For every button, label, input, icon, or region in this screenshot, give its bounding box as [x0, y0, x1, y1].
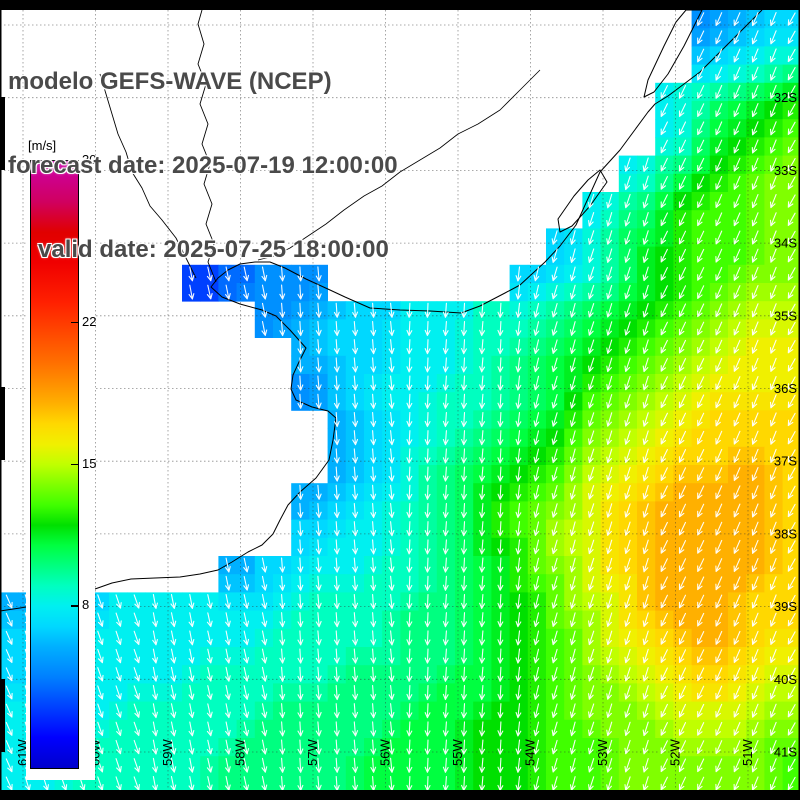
lat-label: 35S — [774, 308, 797, 323]
lon-label: 52W — [668, 739, 683, 766]
lon-label: 51W — [740, 739, 755, 766]
colorbar-tick-label: 8 — [82, 597, 90, 613]
lat-label: 33S — [774, 163, 797, 178]
title-valid-date: valid date: 2025-07-25 18:00:00 — [38, 236, 389, 263]
lat-label: 37S — [774, 454, 797, 469]
lon-label: 58W — [233, 739, 248, 766]
lon-label: 55W — [450, 739, 465, 766]
lon-label: 56W — [378, 739, 393, 766]
frame-tick-segment — [0, 387, 5, 460]
colorbar-tick-label: 15 — [82, 455, 97, 471]
frame-tick-segment — [0, 679, 5, 752]
lon-label: 57W — [305, 739, 320, 766]
lat-label: 39S — [774, 599, 797, 614]
lat-label: 40S — [774, 672, 797, 687]
lon-label: 59W — [160, 739, 175, 766]
frame-bottom-bar — [0, 790, 800, 800]
lat-label: 32S — [774, 90, 797, 105]
lat-label: 36S — [774, 381, 797, 396]
header: modelo GEFS-WAVE (NCEP) forecast date: 2… — [8, 12, 398, 320]
frame-tick-segment — [0, 97, 5, 170]
lon-label: 54W — [523, 739, 538, 766]
lat-label: 38S — [774, 526, 797, 541]
title-forecast-date: forecast date: 2025-07-19 12:00:00 — [8, 152, 398, 179]
lon-label: 53W — [595, 739, 610, 766]
lat-label: 34S — [774, 236, 797, 251]
title-model: modelo GEFS-WAVE (NCEP) — [8, 68, 332, 95]
lat-label: 41S — [774, 745, 797, 760]
frame-top-bar — [0, 0, 800, 10]
